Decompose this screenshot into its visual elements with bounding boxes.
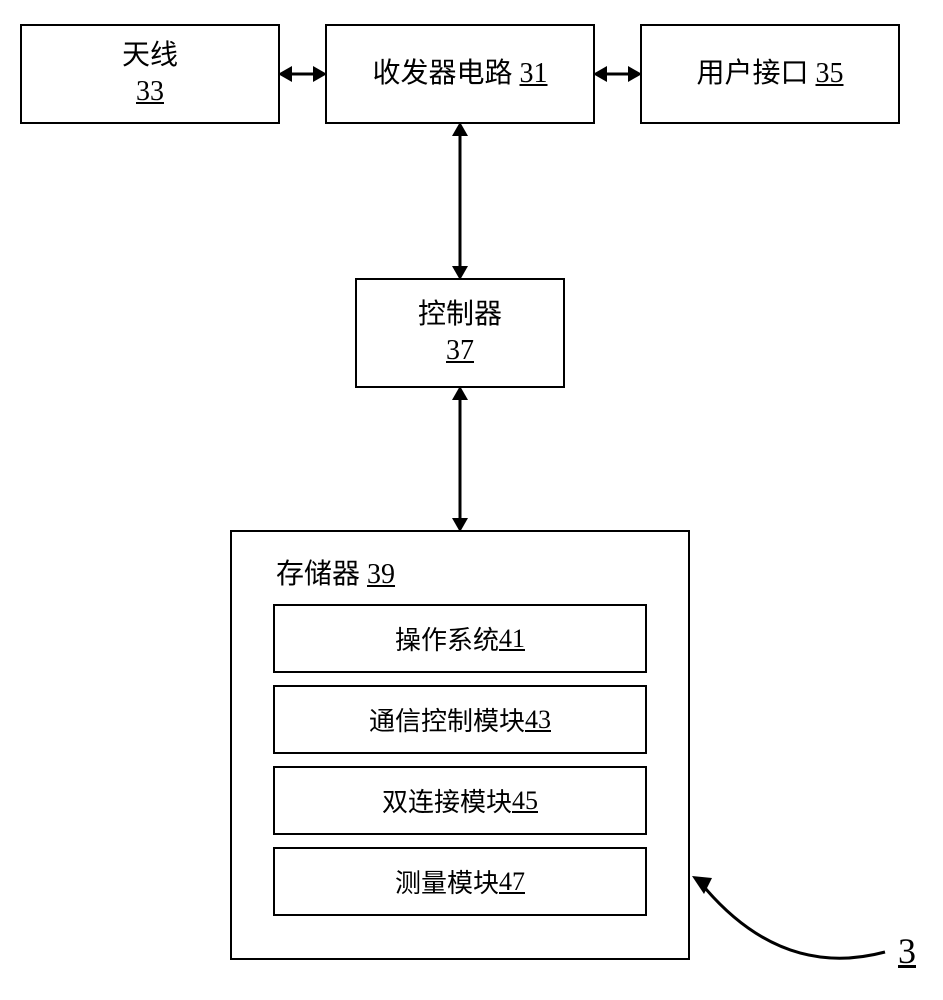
comm-label: 通信控制模块 xyxy=(369,701,525,738)
meas-ref: 47 xyxy=(499,867,525,897)
memory-label: 存储器 xyxy=(276,559,367,590)
comm-box: 通信控制模块 43 xyxy=(273,685,646,754)
controller-box: 控制器 37 xyxy=(355,278,565,388)
arrow-transceiver-controller xyxy=(446,122,474,280)
memory-box: 存储器 39 操作系统 41 通信控制模块 43 双连接模块 45 测量模块 4… xyxy=(230,530,690,960)
transceiver-ref: 31 xyxy=(520,58,548,89)
meas-label: 测量模块 xyxy=(395,863,499,900)
arrow-antenna-transceiver xyxy=(278,60,327,88)
memory-title-row: 存储器 39 xyxy=(276,552,672,592)
arrow-transceiver-ui xyxy=(593,60,642,88)
antenna-ref: 33 xyxy=(136,74,164,110)
footer-ref: 3 xyxy=(898,930,916,972)
antenna-title: 天线 xyxy=(122,38,178,74)
transceiver-box: 收发器电路 31 xyxy=(325,24,595,124)
transceiver-line: 收发器电路 31 xyxy=(372,56,547,92)
ui-box: 用户接口 35 xyxy=(640,24,900,124)
pointer-curve xyxy=(690,870,900,980)
meas-box: 测量模块 47 xyxy=(273,847,646,916)
ui-ref: 35 xyxy=(816,58,844,89)
controller-title: 控制器 xyxy=(418,297,502,333)
dual-box: 双连接模块 45 xyxy=(273,766,646,835)
memory-ref: 39 xyxy=(367,559,395,590)
dual-ref: 45 xyxy=(512,786,538,816)
os-box: 操作系统 41 xyxy=(273,604,646,673)
controller-ref: 37 xyxy=(446,333,474,369)
os-ref: 41 xyxy=(499,624,525,654)
transceiver-label: 收发器电路 xyxy=(372,58,519,89)
antenna-box: 天线 33 xyxy=(20,24,280,124)
ui-label: 用户接口 xyxy=(696,58,815,89)
dual-label: 双连接模块 xyxy=(382,782,512,819)
os-label: 操作系统 xyxy=(395,620,499,657)
comm-ref: 43 xyxy=(525,705,551,735)
ui-line: 用户接口 35 xyxy=(696,56,843,92)
arrow-controller-memory xyxy=(446,386,474,532)
